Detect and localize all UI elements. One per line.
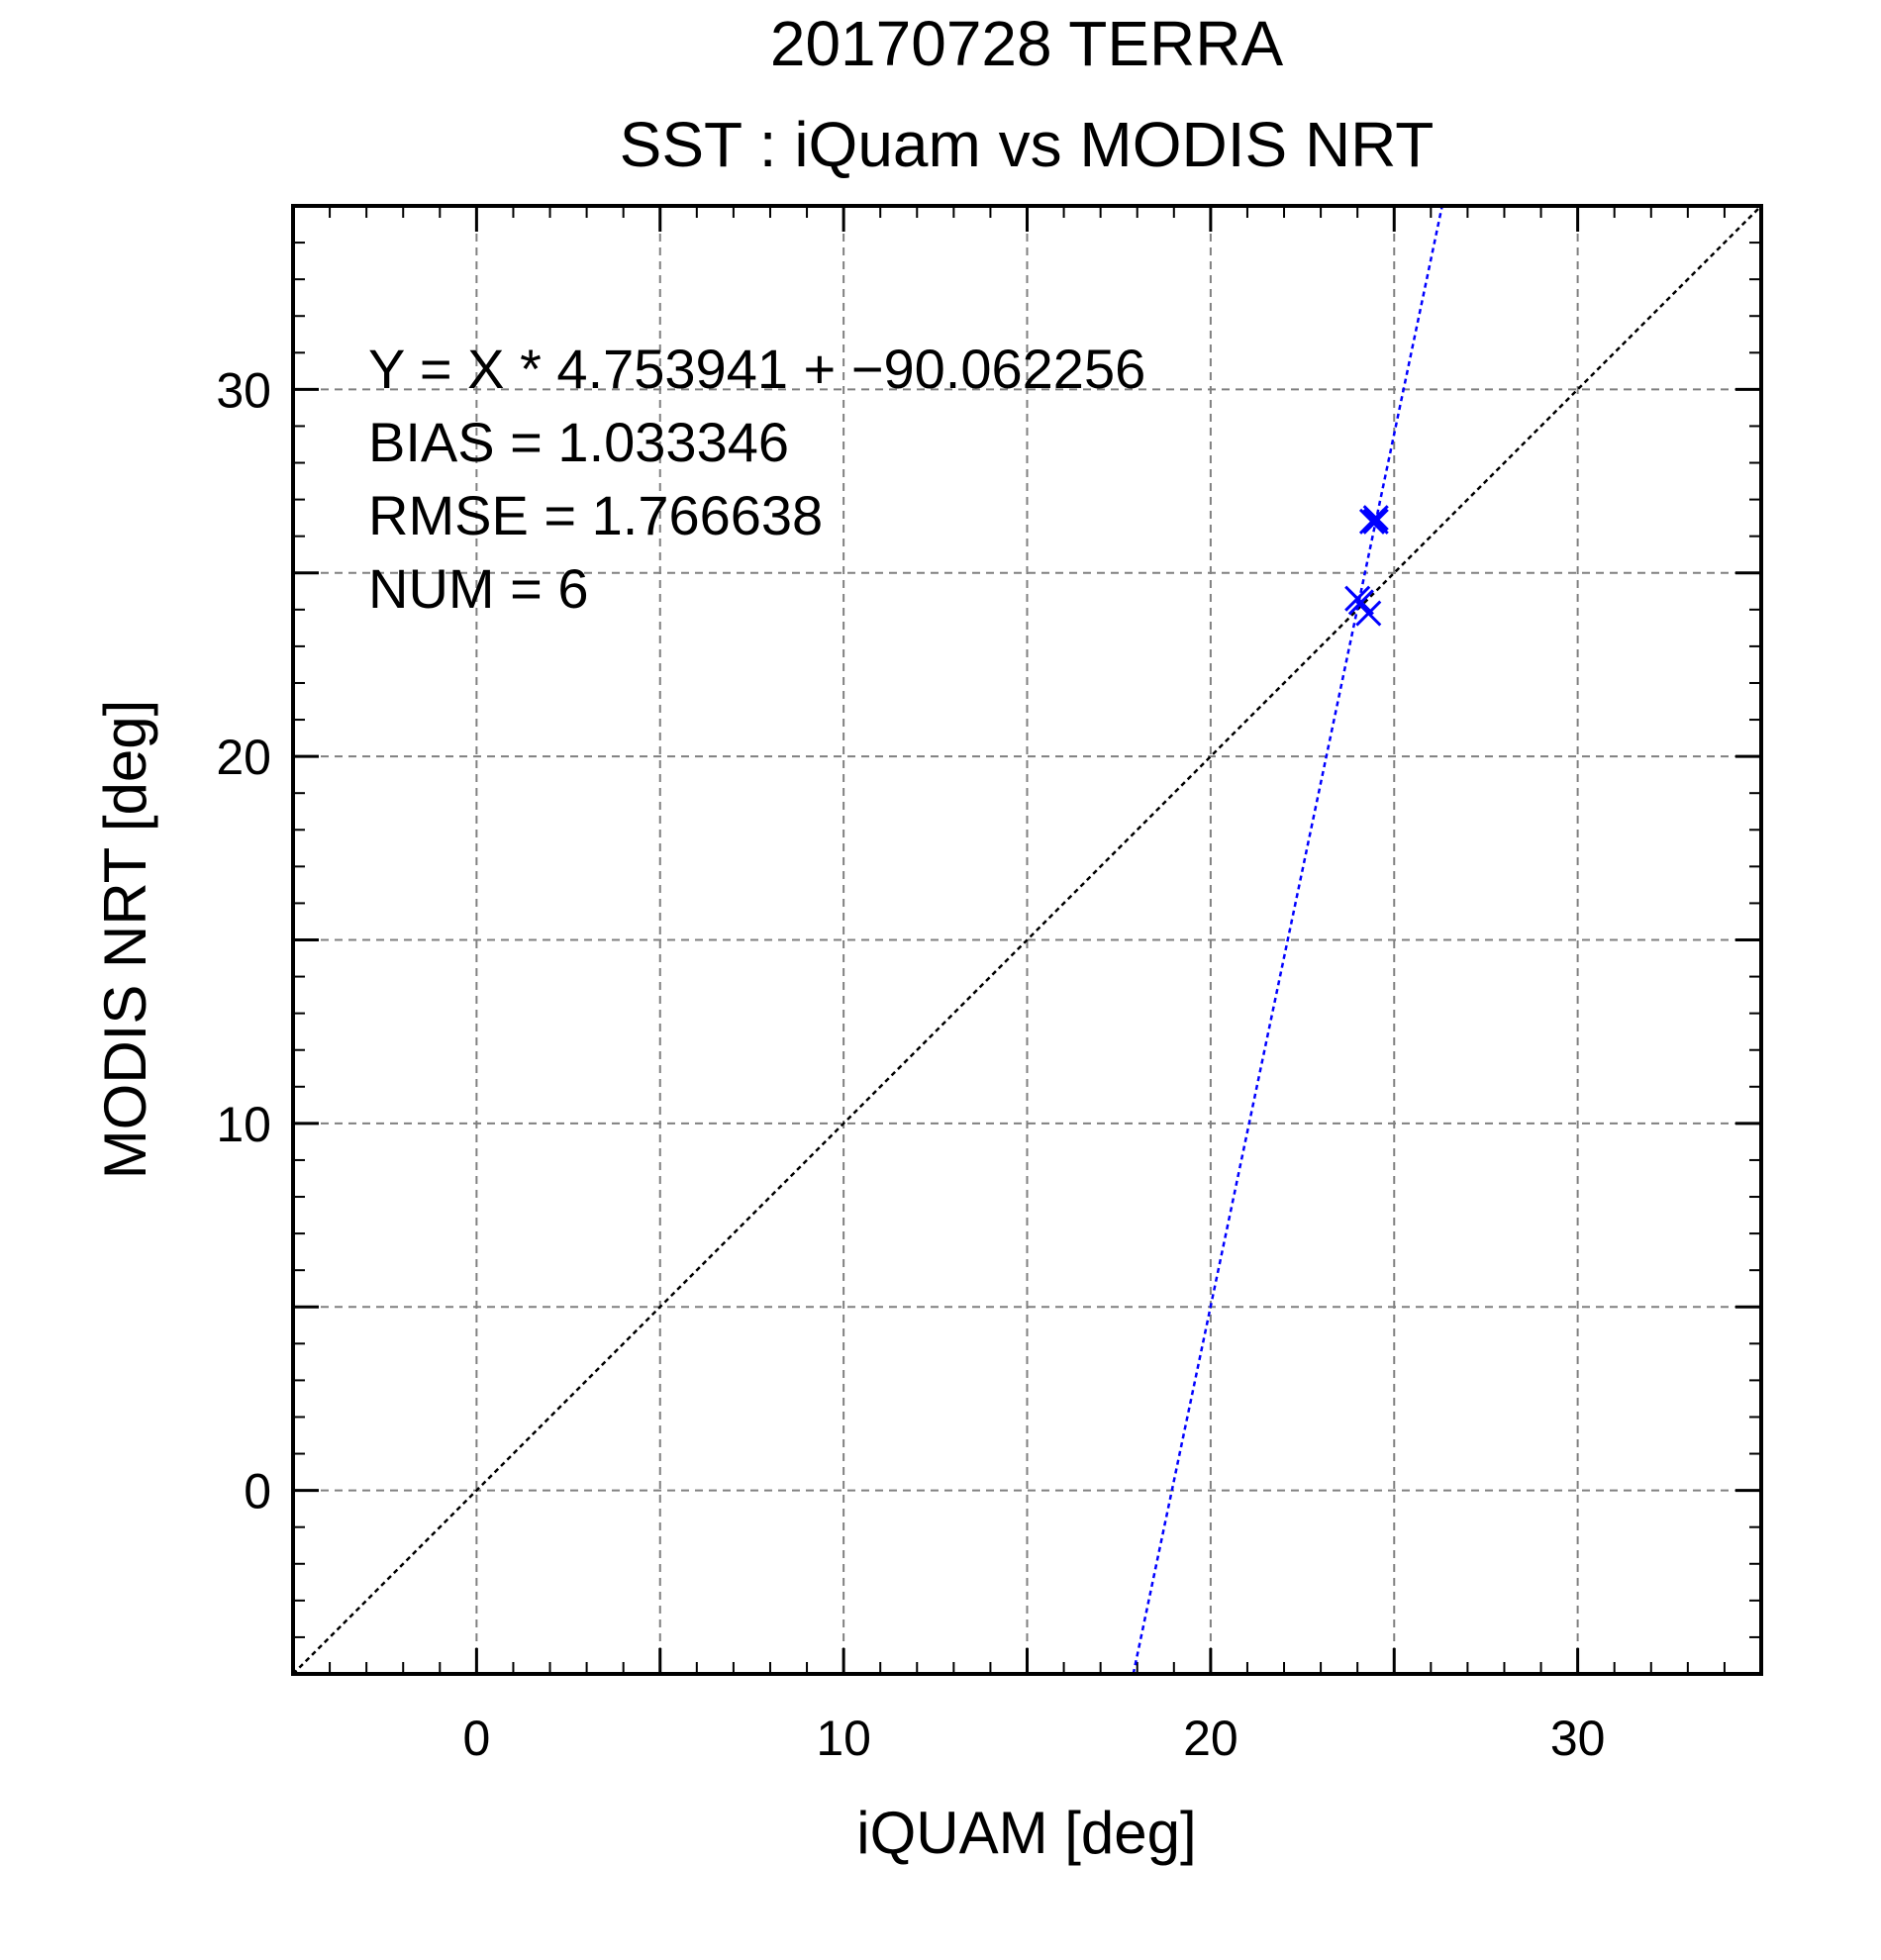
num-value: NUM = 6 bbox=[368, 557, 589, 620]
grid bbox=[293, 206, 1761, 1674]
y-axis-label: MODIS NRT [deg] bbox=[92, 700, 158, 1180]
y-tick-label: 30 bbox=[216, 362, 271, 418]
x-tick-label: 30 bbox=[1550, 1711, 1606, 1766]
y-tick-label: 10 bbox=[216, 1097, 271, 1152]
regression-equation: Y = X * 4.753941 + −90.062256 bbox=[368, 338, 1145, 400]
point-stroke bbox=[1362, 505, 1389, 532]
point-stroke bbox=[1362, 508, 1389, 535]
y-tick-label: 0 bbox=[244, 1464, 271, 1519]
chart-subtitle: SST : iQuam vs MODIS NRT bbox=[620, 109, 1435, 180]
point-stroke bbox=[1347, 589, 1374, 616]
rmse-value: RMSE = 1.766638 bbox=[368, 484, 823, 546]
stats-box: Y = X * 4.753941 + −90.062256 BIAS = 1.0… bbox=[368, 338, 1145, 620]
x-tick-label: 10 bbox=[816, 1711, 871, 1766]
chart-title: 20170728 TERRA bbox=[770, 8, 1284, 79]
x-tick-labels: 0 10 20 30 bbox=[462, 1711, 1605, 1766]
y-tick-labels: 0 10 20 30 bbox=[216, 362, 271, 1519]
plot-frame bbox=[291, 204, 1763, 1676]
y-tick-label: 20 bbox=[216, 730, 271, 785]
x-tick-label: 0 bbox=[462, 1711, 490, 1766]
regression-line bbox=[1132, 206, 1443, 1674]
x-axis-label: iQUAM [deg] bbox=[856, 1800, 1196, 1866]
data-point bbox=[1347, 589, 1374, 616]
point-stroke bbox=[1355, 600, 1382, 627]
data-point bbox=[1362, 505, 1389, 532]
one-to-one-line bbox=[293, 206, 1761, 1674]
major-ticks bbox=[293, 206, 1761, 1674]
data-point bbox=[1362, 508, 1389, 535]
data-point bbox=[1355, 600, 1382, 627]
bias-value: BIAS = 1.033346 bbox=[368, 411, 789, 473]
data-points bbox=[1344, 505, 1389, 627]
x-tick-label: 20 bbox=[1183, 1711, 1238, 1766]
